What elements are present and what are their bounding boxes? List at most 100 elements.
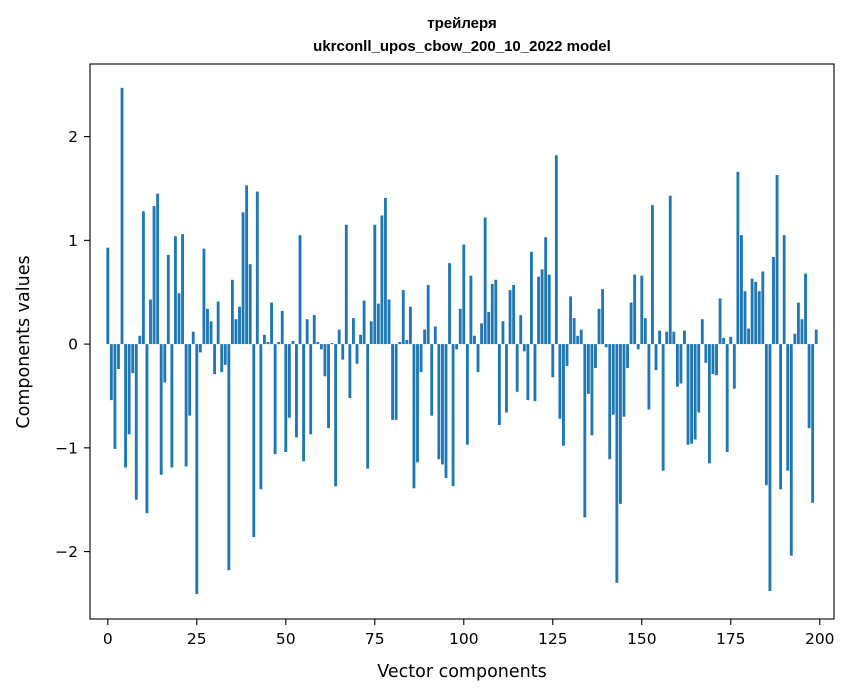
bar-94 — [441, 344, 444, 465]
bar-37 — [238, 306, 241, 345]
bar-27 — [202, 248, 206, 345]
bar-127 — [558, 344, 562, 419]
bar-53 — [295, 344, 298, 438]
bar-61 — [323, 344, 327, 377]
bar-66 — [341, 344, 345, 360]
bar-7 — [131, 344, 135, 374]
bar-121 — [537, 276, 540, 345]
bar-40 — [248, 264, 252, 345]
bar-180 — [747, 328, 750, 345]
bar-108 — [490, 283, 494, 345]
bar-110 — [497, 344, 501, 426]
bar-140 — [604, 344, 608, 348]
bar-185 — [764, 344, 768, 486]
bar-69 — [352, 318, 355, 345]
bar-33 — [223, 344, 227, 365]
bar-12 — [149, 299, 152, 345]
bar-120 — [533, 344, 537, 402]
bar-165 — [693, 344, 697, 440]
plot-area-frame — [89, 63, 835, 620]
bar-104 — [476, 344, 480, 373]
bar-189 — [779, 344, 783, 490]
bar-125 — [551, 344, 555, 378]
bar-6 — [127, 344, 131, 435]
bar-92 — [433, 326, 437, 345]
bar-181 — [750, 278, 754, 345]
bar-52 — [291, 340, 295, 345]
bar-172 — [718, 298, 722, 345]
bar-164 — [690, 344, 694, 444]
bar-78 — [384, 197, 387, 345]
bar-117 — [522, 344, 526, 352]
bar-98 — [455, 344, 459, 350]
bar-161 — [679, 344, 683, 384]
bar-163 — [686, 344, 690, 445]
bar-49 — [280, 310, 284, 345]
bar-38 — [241, 212, 245, 345]
bar-32 — [220, 344, 224, 373]
bar-77 — [380, 215, 384, 345]
bar-17 — [166, 254, 170, 345]
bar-152 — [647, 344, 651, 410]
bar-193 — [793, 333, 797, 345]
y-tick-label: 0 — [68, 336, 78, 354]
bar-15 — [159, 344, 163, 475]
bar-130 — [569, 296, 572, 345]
bar-99 — [458, 308, 462, 345]
bar-156 — [661, 344, 665, 471]
bar-80 — [391, 344, 395, 420]
bar-131 — [572, 318, 576, 345]
bar-168 — [704, 344, 708, 363]
bar-72 — [362, 300, 366, 345]
bar-89 — [423, 329, 427, 345]
bar-177 — [736, 171, 740, 345]
x-tick-label: 50 — [276, 630, 296, 648]
bar-109 — [494, 279, 498, 345]
bar-124 — [547, 274, 551, 345]
bar-138 — [597, 308, 601, 345]
bar-154 — [654, 344, 658, 371]
bar-151 — [643, 318, 647, 345]
bar-144 — [618, 344, 622, 504]
bars-group — [106, 87, 818, 595]
bar-113 — [508, 290, 512, 345]
bar-195 — [800, 319, 804, 345]
bar-68 — [348, 344, 352, 399]
bar-175 — [729, 336, 733, 345]
bar-55 — [302, 344, 306, 462]
bar-100 — [462, 244, 466, 345]
bar-34 — [227, 344, 231, 571]
bar-179 — [743, 291, 747, 345]
x-tick-label: 100 — [449, 630, 479, 648]
bar-137 — [594, 344, 597, 368]
x-tick-label: 150 — [627, 630, 657, 648]
bar-111 — [501, 321, 505, 345]
bar-88 — [419, 344, 423, 373]
bar-76 — [376, 303, 380, 345]
bar-115 — [515, 344, 519, 392]
bar-36 — [234, 319, 238, 345]
bar-24 — [191, 331, 195, 345]
bar-59 — [316, 342, 320, 345]
bar-10 — [141, 211, 145, 345]
bar-75 — [373, 224, 377, 345]
bar-22 — [184, 344, 188, 467]
bar-28 — [206, 308, 209, 345]
bar-170 — [711, 344, 715, 375]
y-tick-label: −1 — [55, 439, 78, 457]
bar-21 — [181, 234, 184, 345]
bar-197 — [807, 344, 811, 429]
bar-182 — [754, 281, 758, 345]
bar-174 — [725, 344, 729, 452]
y-axis-ticks: −2 −1 0 1 2 — [55, 128, 90, 561]
bar-11 — [145, 344, 149, 514]
bar-84 — [405, 339, 409, 345]
bar-62 — [327, 344, 330, 429]
bar-1 — [109, 344, 113, 401]
bar-83 — [401, 290, 405, 345]
bar-71 — [359, 334, 362, 345]
bar-97 — [451, 344, 455, 487]
bar-142 — [611, 344, 615, 415]
